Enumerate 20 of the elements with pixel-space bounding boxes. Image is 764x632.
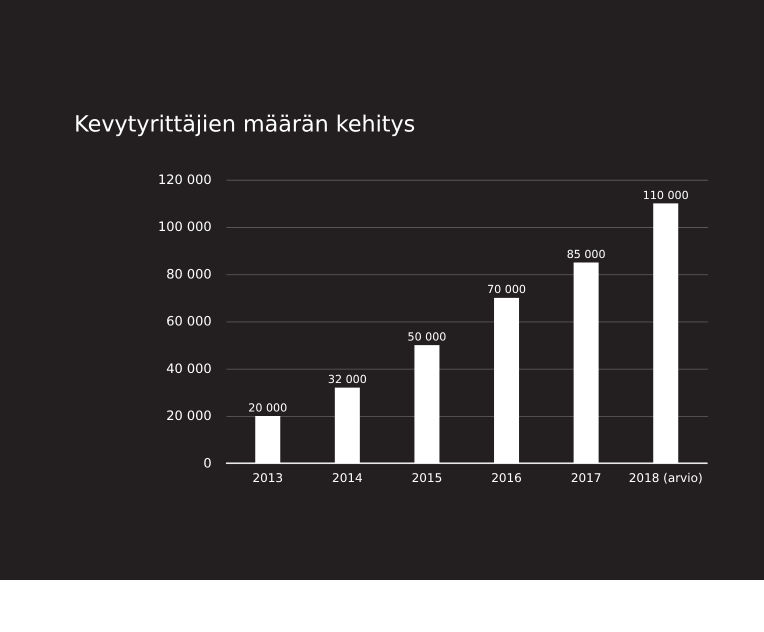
x-tick-label: 2018 (arvio) xyxy=(628,471,703,486)
y-tick-label: 100 000 xyxy=(158,220,212,236)
y-tick-label: 20 000 xyxy=(166,409,212,424)
x-tick-label: 2017 xyxy=(570,471,602,486)
data-label: 85 000 xyxy=(566,248,606,261)
x-tick-label: 2013 xyxy=(252,471,284,486)
y-tick-label: 60 000 xyxy=(166,314,212,330)
y-tick-label: 120 000 xyxy=(158,172,212,188)
data-label: 32 000 xyxy=(328,372,367,386)
y-tick-label: 40 000 xyxy=(166,362,212,377)
chart-title: Kevytyrittäjien määrän kehitys xyxy=(74,112,416,138)
data-label: 110 000 xyxy=(642,188,689,202)
data-label: 50 000 xyxy=(408,330,446,344)
x-tick-label: 2015 xyxy=(412,471,442,486)
y-tick-label: 80 000 xyxy=(166,267,212,282)
x-tick-label: 2014 xyxy=(332,471,363,486)
y-tick-label: 0 xyxy=(203,456,212,472)
x-tick-label: 2016 xyxy=(491,471,522,486)
data-label: 20 000 xyxy=(248,401,288,414)
data-label: 70 000 xyxy=(487,283,526,296)
